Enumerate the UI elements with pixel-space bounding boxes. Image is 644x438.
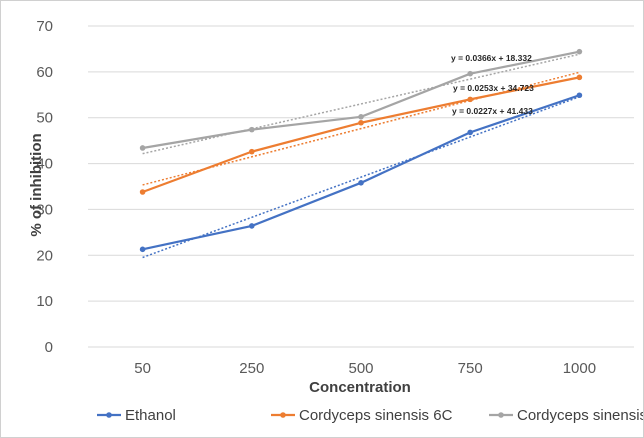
legend-swatch-marker [106,412,112,418]
trendline-equation: y = 0.0227x + 41.433 [452,106,533,116]
legend: Ethanol Cordyceps sinensis 6C Cordyceps si… [97,407,643,424]
legend-label: Cordyceps sinensis 30C [517,407,643,424]
y-axis-title: % of inhibition [28,133,45,236]
data-point-ethanol [467,129,474,136]
y-tick-label: 0 [45,339,53,356]
data-point-cordyceps-sinensis-6c [576,74,583,81]
y-axis-ticks: 0 10 20 30 40 50 60 70 [36,18,53,356]
legend-swatch-marker [280,412,286,418]
x-tick-label: 1000 [563,360,596,377]
y-tick-label: 70 [36,18,53,35]
data-point-ethanol [249,223,255,229]
data-point-cordyceps-sinensis-30c [576,48,583,55]
x-tick-label: 500 [348,360,373,377]
trendline-ethanol [142,96,580,259]
y-tick-label: 20 [36,247,53,264]
y-tick-label: 10 [36,293,53,310]
data-point-cordyceps-sinensis-30c [249,126,255,133]
y-tick-label: 60 [36,64,53,81]
data-point-cordyceps-sinensis-30c [467,70,474,77]
x-axis-ticks: 50 250 500 750 1000 [134,360,596,377]
x-tick-label: 250 [239,360,264,377]
trendline-cordyceps-sinensis-30c [142,53,580,155]
data-point-cordyceps-sinensis-6c [249,148,255,155]
trendline-equation: y = 0.0366x + 18.332 [451,53,532,63]
series-lines [139,48,583,253]
trendline-cordyceps-sinensis-6c [142,71,580,186]
data-point-cordyceps-sinensis-30c [358,113,364,120]
x-tick-label: 750 [458,360,483,377]
data-point-cordyceps-sinensis-6c [467,96,474,103]
legend-label: Ethanol [125,407,176,424]
gridlines [88,25,634,348]
legend-swatch-marker [498,412,504,418]
y-tick-label: 40 [36,156,53,173]
x-axis-title: Concentration [309,379,411,396]
series-line-cordyceps-sinensis-30c [142,50,580,150]
trendlines [142,53,580,259]
x-tick-label: 50 [134,360,151,377]
data-point-cordyceps-sinensis-6c [358,119,364,126]
y-tick-label: 30 [36,201,53,218]
data-point-cordyceps-sinensis-6c [139,189,146,195]
legend-item-cordyceps-sinensis-6c: Cordyceps sinensis 6C [271,407,453,424]
data-point-ethanol [358,180,364,186]
data-point-cordyceps-sinensis-30c [139,145,146,151]
legend-item-cordyceps-sinensis-30c: Cordyceps sinensis 30C [489,407,643,424]
trendline-equation: y = 0.0253x + 34.723 [453,83,534,93]
series-line-cordyceps-sinensis-6c [142,76,580,194]
data-point-ethanol [139,246,146,253]
equation-annotations: y = 0.0366x + 18.332 y = 0.0253x + 34.723… [451,53,534,116]
legend-item-ethanol: Ethanol [97,407,176,424]
legend-label: Cordyceps sinensis 6C [299,407,453,424]
data-point-ethanol [576,92,583,99]
y-tick-label: 50 [36,110,53,127]
